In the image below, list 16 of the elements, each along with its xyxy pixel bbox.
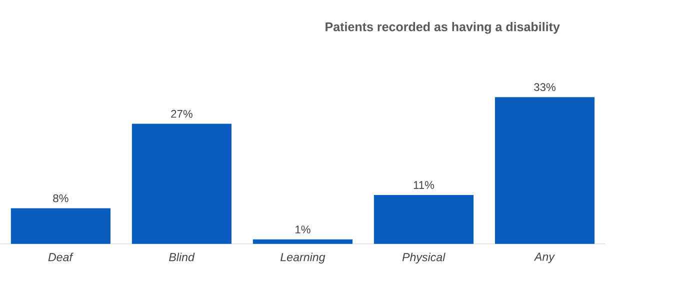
data-label: 27%	[171, 110, 192, 118]
x-tick-label: Any	[534, 252, 556, 264]
chart-title: Patients recorded as having a disability	[326, 22, 560, 34]
data-label: 1%	[296, 226, 310, 234]
bar	[132, 124, 232, 244]
bar	[10, 208, 111, 244]
x-tick-label: Learning	[280, 252, 326, 264]
data-label: 33%	[534, 83, 556, 92]
bar	[494, 97, 595, 244]
data-label: 8%	[53, 194, 68, 202]
x-tick-label: Blind	[169, 252, 195, 262]
x-tick-label: Deaf	[48, 252, 74, 262]
bar	[252, 240, 353, 244]
data-label: 11%	[414, 181, 434, 190]
x-tick-label: Physical	[402, 252, 446, 264]
bar	[374, 195, 474, 244]
